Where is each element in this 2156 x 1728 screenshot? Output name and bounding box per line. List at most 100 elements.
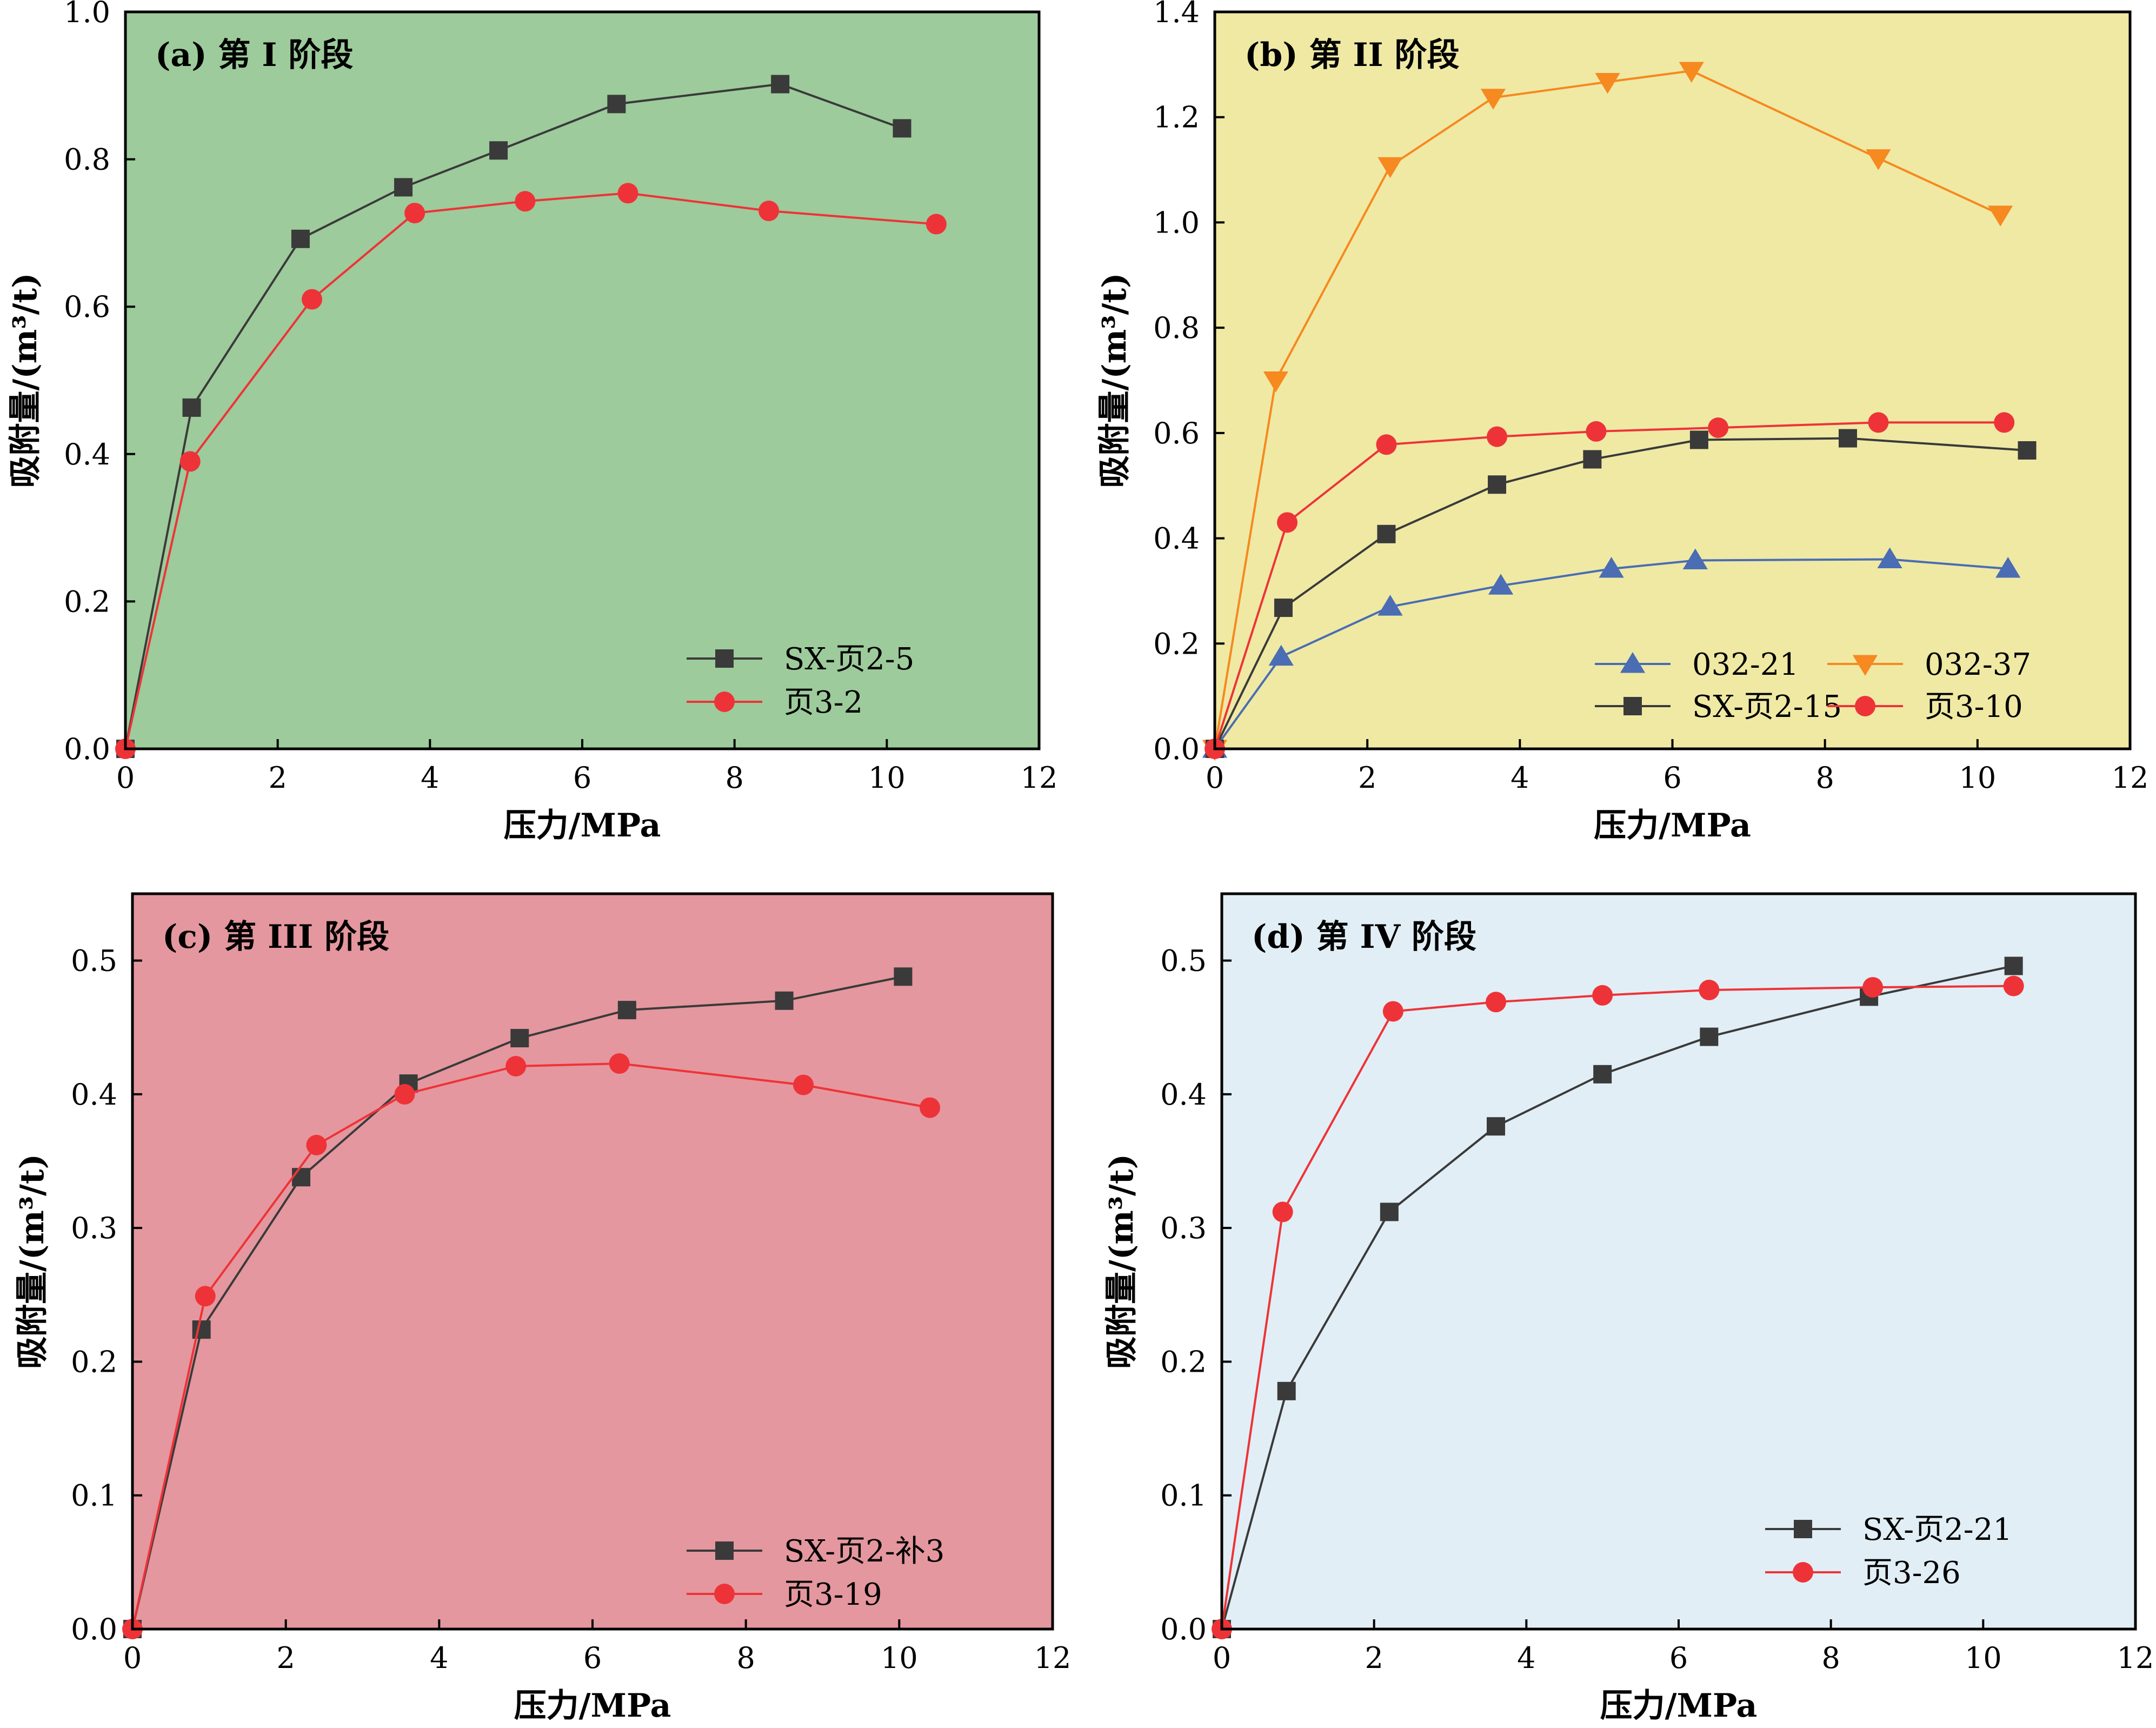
legend-marker bbox=[1623, 697, 1642, 715]
x-tick-label: 2 bbox=[1358, 761, 1376, 795]
series-line bbox=[131, 1062, 930, 1630]
series-line bbox=[1221, 985, 2014, 1630]
data-point bbox=[2018, 441, 2037, 460]
x-tick-label: 6 bbox=[1663, 761, 1681, 795]
data-point bbox=[793, 1074, 814, 1095]
legend-marker bbox=[1794, 1520, 1812, 1538]
data-point bbox=[1480, 89, 1506, 110]
legend-item: SX-页2-21 bbox=[1765, 1512, 2012, 1547]
y-tick-label: 0.4 bbox=[1153, 522, 1200, 556]
y-tick-label: 0.0 bbox=[71, 1612, 117, 1646]
data-point bbox=[771, 75, 790, 94]
y-tick-label: 0.4 bbox=[1160, 1078, 1207, 1112]
x-tick-label: 12 bbox=[2112, 761, 2149, 795]
data-point bbox=[775, 991, 794, 1010]
data-point bbox=[609, 1053, 630, 1074]
y-tick-label: 0.1 bbox=[71, 1479, 117, 1513]
data-point bbox=[489, 141, 508, 160]
y-tick-label: 0.5 bbox=[1160, 944, 1207, 978]
data-point bbox=[394, 1084, 415, 1105]
legend-item: SX-页2-补3 bbox=[687, 1534, 944, 1569]
legend: 032-21 032-37 SX-页2-15 页3-10 bbox=[1595, 647, 2031, 725]
legend-item: SX-页2-5 bbox=[687, 642, 914, 677]
x-tick-label: 12 bbox=[1034, 1641, 1072, 1675]
y-tick-label: 0.2 bbox=[1153, 627, 1200, 661]
legend-marker bbox=[715, 1541, 734, 1560]
series-line bbox=[124, 192, 937, 749]
x-tick-label: 8 bbox=[1815, 761, 1834, 795]
legend-label: 032-21 bbox=[1692, 647, 1799, 682]
series-4 bbox=[1205, 412, 2015, 759]
data-point bbox=[182, 398, 201, 417]
data-point bbox=[1679, 62, 1704, 83]
y-tick-label: 0.2 bbox=[64, 584, 110, 619]
data-point bbox=[1488, 475, 1507, 494]
legend-label: 页3-19 bbox=[784, 1577, 882, 1612]
y-axis-label: 吸附量/(m³/t) bbox=[1096, 273, 1134, 488]
y-tick-label: 0.2 bbox=[1160, 1345, 1207, 1379]
series-line bbox=[1214, 69, 2001, 749]
data-point bbox=[1708, 417, 1729, 438]
legend-label: SX-页2-21 bbox=[1862, 1512, 2012, 1547]
data-point bbox=[1274, 599, 1293, 617]
data-point bbox=[195, 1286, 216, 1307]
data-point bbox=[1700, 1027, 1719, 1046]
data-point bbox=[1272, 1201, 1293, 1222]
chart-panel-4: (d) 第 IV 阶段 0 2 4 6 8 10 12 0.0 0.1 0.2 0.3 0.4 0.5 压力… bbox=[1103, 892, 2154, 1725]
x-tick-label: 2 bbox=[1365, 1641, 1383, 1675]
data-point bbox=[1599, 557, 1624, 578]
x-tick-label: 6 bbox=[1669, 1641, 1688, 1675]
y-tick-label: 1.0 bbox=[64, 0, 110, 29]
x-axis-label: 压力/MPa bbox=[1594, 807, 1751, 845]
legend-item: 页3-10 bbox=[1827, 689, 2023, 725]
data-point bbox=[179, 451, 201, 472]
x-axis-label: 压力/MPa bbox=[514, 1687, 671, 1725]
data-point bbox=[758, 201, 780, 222]
legend: SX-页2-5 页3-2 bbox=[687, 642, 914, 720]
y-tick-label: 0.6 bbox=[64, 290, 110, 324]
data-point bbox=[291, 229, 310, 248]
data-point bbox=[617, 1001, 636, 1020]
legend-item: 032-21 bbox=[1595, 647, 1799, 682]
legend-label: SX-页2-5 bbox=[784, 642, 914, 677]
data-point bbox=[1682, 548, 1708, 569]
plot-frame bbox=[124, 10, 1041, 750]
series-line bbox=[124, 83, 903, 749]
legend-label: SX-页2-15 bbox=[1692, 689, 1842, 725]
data-point bbox=[192, 1320, 211, 1339]
data-point bbox=[1862, 977, 1884, 998]
legend-item: SX-页2-15 bbox=[1595, 689, 1842, 725]
x-tick-label: 4 bbox=[421, 761, 439, 795]
panel-title: (d) 第 IV 阶段 bbox=[1252, 918, 1476, 956]
legend-item: 页3-19 bbox=[687, 1577, 882, 1612]
x-tick-label: 2 bbox=[268, 761, 287, 795]
chart-panel-1: (a) 第 I 阶段 0 2 4 6 8 10 12 0.0 0.2 0.4 0.6 0.8 1.0 压力/… bbox=[6, 0, 1057, 845]
data-point bbox=[1689, 430, 1708, 449]
data-point bbox=[1868, 412, 1889, 433]
legend-marker bbox=[1793, 1562, 1813, 1583]
data-point bbox=[1277, 512, 1298, 533]
series-2 bbox=[115, 183, 947, 759]
y-tick-label: 0.4 bbox=[71, 1078, 117, 1112]
data-point bbox=[515, 191, 536, 212]
y-tick-label: 1.4 bbox=[1153, 0, 1200, 29]
legend: SX-页2-21 页3-26 bbox=[1765, 1512, 2012, 1591]
data-point bbox=[617, 183, 638, 204]
data-point bbox=[1586, 421, 1607, 442]
x-tick-label: 8 bbox=[1821, 1641, 1840, 1675]
y-tick-label: 0.4 bbox=[64, 437, 110, 471]
data-point bbox=[1380, 1202, 1399, 1221]
y-tick-label: 1.0 bbox=[1153, 205, 1200, 240]
x-tick-label: 10 bbox=[1965, 1641, 2002, 1675]
legend-label: 页3-10 bbox=[1925, 689, 2023, 725]
x-tick-label: 10 bbox=[1959, 761, 1996, 795]
x-tick-label: 12 bbox=[2117, 1641, 2154, 1675]
series-line bbox=[1214, 558, 2008, 750]
legend: SX-页2-补3 页3-19 bbox=[687, 1534, 944, 1612]
x-tick-label: 10 bbox=[868, 761, 906, 795]
x-tick-label: 4 bbox=[1517, 1641, 1535, 1675]
data-point bbox=[894, 967, 913, 986]
data-point bbox=[306, 1134, 327, 1155]
data-point bbox=[1487, 1117, 1505, 1136]
data-point bbox=[505, 1055, 527, 1076]
